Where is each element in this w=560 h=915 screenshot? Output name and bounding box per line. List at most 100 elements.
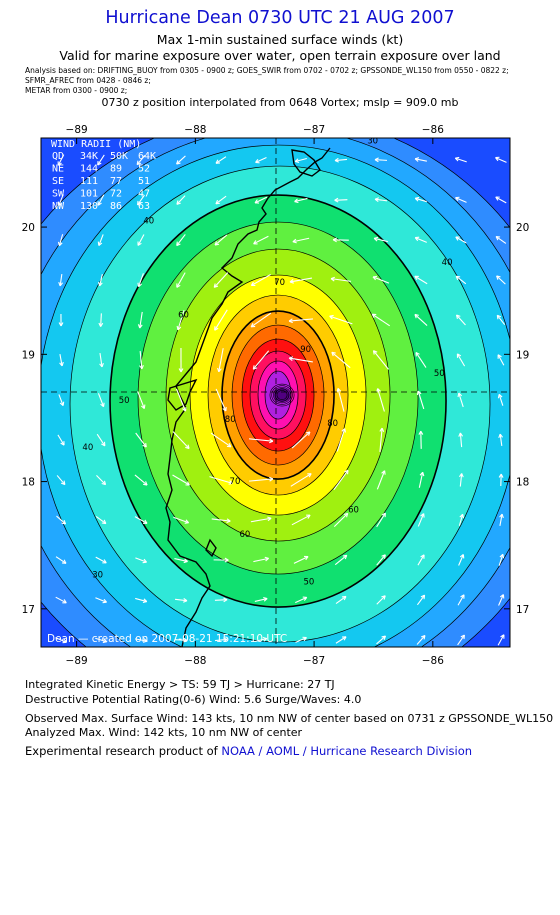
wind-arrow bbox=[379, 427, 385, 452]
observed-max-wind: Observed Max. Surface Wind: 143 kts, 10 … bbox=[25, 712, 554, 725]
eyewall-contour bbox=[269, 383, 295, 407]
wind-arrow bbox=[376, 635, 387, 645]
wind-arrow bbox=[289, 277, 313, 284]
wind-arrow bbox=[458, 513, 465, 526]
contour-label-60: 60 bbox=[348, 506, 359, 516]
wind-arrow bbox=[211, 518, 231, 524]
wind-arrow bbox=[293, 555, 309, 564]
wind-arrow bbox=[135, 638, 148, 643]
wind-arrow bbox=[497, 354, 505, 366]
wind-arrow bbox=[376, 470, 386, 490]
contour-lines bbox=[41, 138, 510, 647]
wind-arrow bbox=[176, 309, 185, 331]
wind-arrow bbox=[330, 276, 352, 282]
wind-arrow bbox=[374, 157, 388, 163]
contour-label-70: 70 bbox=[230, 477, 241, 487]
wind-arrow bbox=[414, 236, 427, 243]
bay-inlet bbox=[167, 378, 198, 411]
map-subtitle-units: Max 1-min sustained surface winds (kt) bbox=[156, 32, 404, 47]
wind-arrow bbox=[332, 237, 349, 243]
wind-arrow bbox=[213, 272, 229, 288]
wind-arrow bbox=[57, 234, 64, 247]
noaa-aoml-link[interactable]: NOAA / AOML / Hurricane Research Divisio… bbox=[221, 744, 473, 758]
wind-arrow bbox=[334, 197, 348, 203]
wind-arrow bbox=[457, 634, 465, 646]
contour-label-60: 60 bbox=[178, 311, 189, 321]
yucatan-coastline bbox=[165, 147, 331, 647]
wind-arrow bbox=[414, 313, 428, 326]
wind-arrow bbox=[214, 597, 228, 603]
wind-arrow bbox=[334, 554, 348, 566]
wind-arrow bbox=[374, 197, 388, 203]
wind-arrow bbox=[134, 474, 148, 486]
wind-arrow bbox=[498, 473, 504, 487]
wind-arrow bbox=[95, 556, 107, 564]
wind-arrow bbox=[176, 155, 186, 165]
contour-label-40: 40 bbox=[82, 443, 93, 453]
wind-arrow bbox=[335, 636, 347, 644]
analysis-sources-line-1: Analysis based on: DRIFTING_BUOY from 03… bbox=[25, 66, 509, 75]
wind-arrow bbox=[135, 597, 148, 604]
ike-line: Integrated Kinetic Energy > TS: 59 TJ > … bbox=[25, 678, 335, 691]
wind-radii-header-cell: QD bbox=[52, 151, 64, 162]
wind-arrow bbox=[458, 432, 464, 448]
contour-label-90: 90 bbox=[300, 345, 311, 355]
wind-arrow bbox=[59, 353, 64, 367]
eyewall-contour bbox=[276, 390, 288, 400]
wind-arrow bbox=[214, 234, 228, 246]
contour-label-70: 70 bbox=[274, 278, 285, 288]
wind-arrow bbox=[97, 393, 105, 408]
wind-arrow bbox=[252, 350, 270, 370]
lon-label-top: −86 bbox=[422, 124, 444, 136]
contour-label-30: 30 bbox=[92, 570, 103, 580]
wind-arrow bbox=[498, 594, 505, 606]
wind-arrow bbox=[294, 197, 308, 204]
lat-label-right: 17 bbox=[516, 604, 529, 616]
wind-arrow bbox=[499, 513, 504, 527]
wind-arrow bbox=[455, 196, 467, 203]
wind-radii-cell: 51 bbox=[138, 176, 150, 187]
wind-arrow bbox=[373, 236, 389, 243]
wind-radii-header-cell: 64K bbox=[138, 151, 156, 162]
wind-arrow bbox=[291, 514, 311, 526]
wind-radii-cell: NW bbox=[52, 201, 65, 212]
contour-line-6 bbox=[165, 248, 391, 542]
coastline bbox=[165, 147, 331, 647]
wind-radii-table: WIND RADII (NM) QD 34K 50K 64K NE 144 89 52 SE 11… bbox=[51, 139, 156, 212]
wind-radii-cell: NE bbox=[52, 164, 64, 175]
lon-label-top: −88 bbox=[184, 124, 206, 136]
wind-arrow bbox=[254, 596, 268, 603]
cozumel-island bbox=[291, 149, 321, 177]
wind-arrow bbox=[495, 196, 507, 204]
wind-arrow bbox=[417, 513, 425, 527]
contour-label-40: 40 bbox=[442, 258, 453, 268]
wind-arrow bbox=[295, 596, 308, 604]
wind-arrow bbox=[253, 235, 269, 245]
wind-arrow bbox=[137, 234, 145, 246]
lon-label-bottom: −86 bbox=[422, 655, 444, 667]
wind-arrow bbox=[215, 195, 227, 205]
wind-arrow bbox=[418, 430, 424, 449]
wind-arrow bbox=[496, 275, 506, 285]
wind-arrow bbox=[457, 392, 464, 408]
wind-arrow bbox=[458, 554, 465, 566]
wind-arrow bbox=[176, 195, 186, 205]
wind-arrow bbox=[290, 473, 312, 487]
analysis-sources-line-3: METAR from 0300 - 0900 z; bbox=[25, 86, 128, 95]
contour-label-50: 50 bbox=[434, 369, 445, 379]
wind-arrow bbox=[457, 594, 465, 606]
contour-line-7 bbox=[189, 274, 367, 516]
lat-label-left: 19 bbox=[22, 349, 35, 361]
wind-arrow bbox=[331, 351, 351, 369]
contour-line-8 bbox=[207, 294, 349, 496]
lon-label-top: −87 bbox=[303, 124, 325, 136]
contour-label-80: 80 bbox=[327, 419, 338, 429]
product-prefix: Experimental research product of bbox=[25, 744, 222, 758]
wind-arrow bbox=[172, 431, 190, 450]
reef-islet bbox=[205, 538, 217, 558]
wind-arrow bbox=[99, 352, 104, 368]
wind-arrow bbox=[217, 348, 224, 373]
eyewall-contour bbox=[273, 386, 291, 404]
wind-arrow bbox=[497, 634, 505, 646]
wind-arrow bbox=[376, 554, 386, 566]
